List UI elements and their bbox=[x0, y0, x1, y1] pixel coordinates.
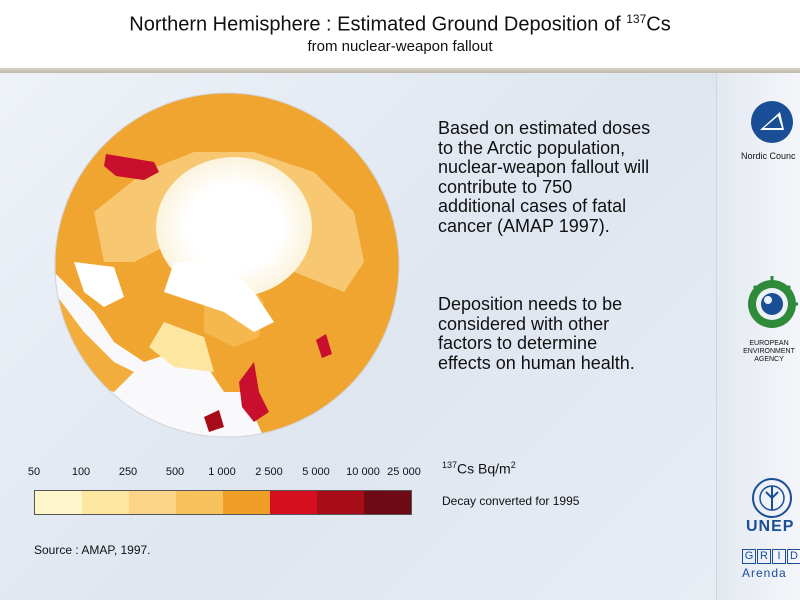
unep-label: UNEP bbox=[746, 518, 795, 535]
grid-letter: G bbox=[742, 549, 756, 564]
note-deposition-factors: Deposition needs to be considered with o… bbox=[438, 294, 698, 373]
grid-letter: R bbox=[757, 549, 771, 564]
note-line: considered with other bbox=[438, 313, 610, 334]
unep-logo-icon bbox=[752, 478, 792, 518]
eea-label: EUROPEAN ENVIRONMENT AGENCY bbox=[740, 340, 798, 364]
high-deposition-zone bbox=[204, 410, 224, 432]
title-isotope-symbol: Cs bbox=[646, 13, 671, 36]
header: Northern Hemisphere : Estimated Ground D… bbox=[0, 0, 800, 68]
note-line: cancer (AMAP 1997). bbox=[438, 215, 610, 236]
low-deposition-zone bbox=[149, 322, 214, 372]
legend-unit: 137Cs Bq/m2 bbox=[442, 460, 516, 477]
header-divider bbox=[0, 68, 800, 73]
arendal-label: Arenda bbox=[742, 566, 787, 580]
note-line: additional cases of fatal bbox=[438, 196, 627, 216]
legend-color-swatch bbox=[176, 491, 223, 514]
eea-label-line: ENVIRONMENT bbox=[743, 348, 795, 355]
note-line: to the Arctic population, bbox=[438, 137, 626, 158]
ice-extension bbox=[164, 262, 274, 332]
legend-tick-label: 100 bbox=[71, 466, 91, 478]
note-line: nuclear-weapon fallout will bbox=[438, 157, 650, 177]
legend-color-swatch bbox=[364, 491, 411, 514]
legend-tick-label: 10 000 bbox=[346, 466, 380, 478]
note-line: Deposition needs to be bbox=[438, 294, 623, 314]
eea-label-line: AGENCY bbox=[754, 356, 784, 363]
legend-color-bar bbox=[34, 490, 412, 515]
grid-letter: D bbox=[787, 549, 800, 564]
legend-scale-labels: 50 100 250 500 1 000 2 500 5 000 10 000 … bbox=[28, 466, 421, 480]
legend-color-swatch bbox=[270, 491, 317, 514]
high-deposition-zone bbox=[104, 154, 159, 180]
legend-tick-label: 250 bbox=[118, 466, 138, 478]
note-fatal-cancer: Based on estimated doses to the Arctic p… bbox=[438, 118, 698, 236]
legend-color-swatch bbox=[35, 491, 82, 514]
note-line: effects on human health. bbox=[438, 352, 635, 373]
high-deposition-zone bbox=[316, 334, 332, 358]
nordic-council-label: Nordic Counc bbox=[741, 151, 796, 161]
legend-tick-label: 50 bbox=[27, 466, 41, 478]
legend-color-swatch bbox=[129, 491, 176, 514]
legend-tick-label: 25 000 bbox=[387, 466, 421, 478]
high-deposition-zone bbox=[239, 362, 269, 422]
legend-tick-label: 500 bbox=[165, 466, 185, 478]
unit-exponent: 2 bbox=[510, 460, 516, 470]
legend-color-swatch bbox=[317, 491, 364, 514]
legend-color-swatch bbox=[223, 491, 270, 514]
grid-letter: I bbox=[772, 549, 786, 564]
legend-tick-label: 1 000 bbox=[208, 466, 236, 478]
source-citation: Source : AMAP, 1997. bbox=[34, 543, 151, 557]
unit-isotope-mass: 137 bbox=[442, 460, 458, 470]
high-deposition-zone bbox=[352, 388, 364, 406]
title-isotope-mass: 137 bbox=[626, 12, 647, 26]
grid-label: G R I D bbox=[742, 549, 800, 564]
decay-note: Decay converted for 1995 bbox=[442, 494, 580, 508]
eea-label-line: EUROPEAN bbox=[749, 340, 789, 347]
title-text: Northern Hemisphere : Estimated Ground D… bbox=[129, 13, 621, 36]
map-title: Northern Hemisphere : Estimated Ground D… bbox=[0, 12, 800, 37]
legend-tick-label: 2 500 bbox=[255, 466, 283, 478]
note-line: Based on estimated doses bbox=[438, 118, 651, 138]
legend-tick-label: 5 000 bbox=[302, 466, 330, 478]
nordic-council-logo-icon bbox=[751, 101, 793, 143]
legend-color-swatch bbox=[82, 491, 129, 514]
ice-left bbox=[74, 262, 124, 307]
arctic-deposition-map bbox=[54, 92, 400, 438]
map-subtitle: from nuclear-weapon fallout bbox=[307, 38, 493, 55]
note-line: contribute to 750 bbox=[438, 176, 573, 197]
unit-label: Cs Bq/m bbox=[457, 460, 511, 477]
note-line: factors to determine bbox=[438, 333, 598, 353]
eea-logo-icon bbox=[748, 276, 798, 328]
